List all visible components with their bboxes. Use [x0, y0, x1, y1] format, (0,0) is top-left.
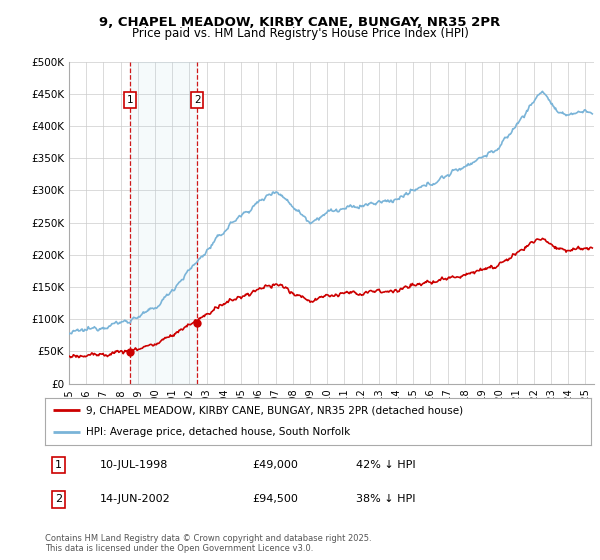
Text: 10-JUL-1998: 10-JUL-1998: [100, 460, 168, 470]
Text: HPI: Average price, detached house, South Norfolk: HPI: Average price, detached house, Sout…: [86, 427, 350, 437]
Text: 42% ↓ HPI: 42% ↓ HPI: [356, 460, 416, 470]
Bar: [130, 62, 197, 384]
Text: 1: 1: [127, 95, 133, 105]
Text: 2: 2: [194, 95, 200, 105]
Text: 2: 2: [55, 494, 62, 505]
Text: 14-JUN-2002: 14-JUN-2002: [100, 494, 170, 505]
Text: 9, CHAPEL MEADOW, KIRBY CANE, BUNGAY, NR35 2PR: 9, CHAPEL MEADOW, KIRBY CANE, BUNGAY, NR…: [100, 16, 500, 29]
Text: £49,000: £49,000: [253, 460, 298, 470]
Text: 1: 1: [55, 460, 62, 470]
Text: Price paid vs. HM Land Registry's House Price Index (HPI): Price paid vs. HM Land Registry's House …: [131, 27, 469, 40]
Text: Contains HM Land Registry data © Crown copyright and database right 2025.
This d: Contains HM Land Registry data © Crown c…: [45, 534, 371, 553]
Text: 38% ↓ HPI: 38% ↓ HPI: [356, 494, 416, 505]
Text: £94,500: £94,500: [253, 494, 298, 505]
Text: 9, CHAPEL MEADOW, KIRBY CANE, BUNGAY, NR35 2PR (detached house): 9, CHAPEL MEADOW, KIRBY CANE, BUNGAY, NR…: [86, 405, 463, 416]
